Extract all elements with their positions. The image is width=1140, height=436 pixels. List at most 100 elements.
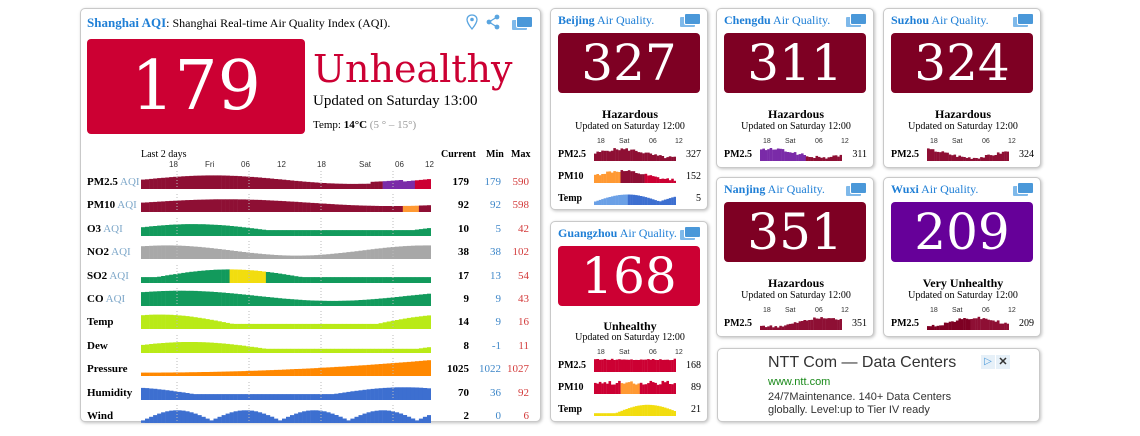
city-aqi-box[interactable]: 209 [891,202,1033,262]
time-tick: 12 [841,307,849,314]
cards-icon[interactable] [845,13,867,28]
cards-icon[interactable] [679,226,701,241]
time-tick: 06 [395,160,404,169]
cards-icon[interactable] [511,16,533,31]
row-label[interactable]: SO2 AQI [87,270,129,282]
trend-chart[interactable] [141,288,431,306]
share-icon[interactable] [486,14,500,35]
city-updated: Updated on Saturday 12:00 [908,121,1018,132]
col-current: Current [441,149,476,160]
trend-chart[interactable] [141,241,431,260]
city-row-label: PM10 [558,382,584,393]
city-title[interactable]: Wuxi Air Quality. [891,182,978,197]
time-tick: 18 [763,138,771,145]
trend-chart[interactable] [141,194,431,213]
row-aqi-suffix: AQI [101,222,123,235]
row-max: 6 [523,410,530,422]
time-tick: 12 [1008,138,1016,145]
trend-chart[interactable] [141,217,431,236]
row-name: Dew [87,339,108,352]
trend-chart[interactable] [141,334,431,353]
trend-chart[interactable] [141,405,431,423]
city-card-beijing[interactable]: Beijing Air Quality. 327 Hazardous Updated … [550,8,708,210]
row-max: 16 [518,316,529,329]
city-trend-chart[interactable] [927,146,1009,161]
trend-chart[interactable] [141,264,431,283]
row-name: Wind [87,410,114,422]
row-name: Pressure [87,363,128,376]
city-aqi-box[interactable]: 351 [724,202,866,262]
status-text: Unhealthy [313,47,513,91]
city-trend-chart[interactable] [594,190,676,205]
cards-icon[interactable] [679,13,701,28]
row-label[interactable]: Humidity [87,387,132,399]
city-aqi-box[interactable]: 327 [558,33,700,93]
city-title[interactable]: Beijing Air Quality. [558,13,654,28]
city-title[interactable]: Suzhou Air Quality. [891,13,989,28]
aqi-value: 179 [131,47,261,126]
row-current: 70 [458,386,469,399]
row-label[interactable]: CO AQI [87,293,125,305]
row-label[interactable]: O3 AQI [87,223,123,235]
row-current: 179 [452,176,470,188]
row-label[interactable]: PM10 AQI [87,199,137,211]
city-trend-chart[interactable] [594,357,676,372]
trend-chart[interactable] [141,311,431,330]
cards-icon[interactable] [845,182,867,197]
ad-title[interactable]: NTT Com — Data Centers [768,354,957,371]
aqi-value-box[interactable]: 179 [87,39,305,134]
city-aqi-box[interactable]: 324 [891,33,1033,93]
city-card-nanjing[interactable]: Nanjing Air Quality. 351 Hazardous Updated … [716,177,874,337]
city-updated: Updated on Saturday 12:00 [908,290,1018,301]
city-aqi-box[interactable]: 311 [724,33,866,93]
city-card-guangzhou[interactable]: Guangzhou Air Quality. 168 Unhealthy Update… [550,221,708,422]
trend-chart[interactable] [141,358,431,377]
row-label[interactable]: Dew [87,340,108,352]
time-tick: Sat [619,349,630,356]
city-trend-chart[interactable] [594,379,676,394]
time-tick: Sat [952,138,963,145]
row-aqi-suffix: AQI [109,246,131,259]
time-tick: 12 [841,138,849,145]
city-row-value: 89 [691,382,701,393]
city-title[interactable]: Nanjing Air Quality. [724,182,825,197]
city-row-label: PM2.5 [558,149,587,160]
ad-choices-icon[interactable]: ▷ [981,355,995,369]
city-card-suzhou[interactable]: Suzhou Air Quality. 324 Hazardous Updated o… [883,8,1041,168]
trend-chart[interactable] [141,171,431,189]
cards-icon[interactable] [1012,13,1034,28]
city-trend-chart[interactable] [594,168,676,183]
time-tick: 06 [982,307,990,314]
city-card-wuxi[interactable]: Wuxi Air Quality. 209 Very Unhealthy Update… [883,177,1041,337]
ad-url[interactable]: www.ntt.com [768,376,831,388]
time-tick: 12 [1008,307,1016,314]
city-card-chengdu[interactable]: Chengdu Air Quality. 311 Hazardous Updated … [716,8,874,168]
city-trend-chart[interactable] [927,315,1009,330]
row-aqi-suffix: AQI [117,176,140,188]
row-label[interactable]: Pressure [87,363,128,375]
ad-card[interactable]: NTT Com — Data Centers ▷ ✕ www.ntt.com 2… [717,348,1040,422]
row-label[interactable]: Wind [87,410,113,422]
city-aqi-box[interactable]: 168 [558,246,700,306]
row-name: NO2 [87,246,109,259]
history-label: Last 2 days [141,149,187,160]
city-trend-chart[interactable] [594,401,676,416]
trend-chart[interactable] [141,381,431,400]
row-label[interactable]: NO2 AQI [87,246,131,258]
close-icon[interactable]: ✕ [996,355,1010,369]
row-min: 179 [484,176,502,188]
time-tick: 18 [597,349,605,356]
time-tick: 12 [425,160,434,169]
city-trend-chart[interactable] [760,315,842,330]
city-title[interactable]: Chengdu Air Quality. [724,13,830,28]
city-trend-chart[interactable] [760,146,842,161]
cards-icon[interactable] [1012,182,1034,197]
city-title[interactable]: Guangzhou Air Quality. [558,226,677,241]
row-label[interactable]: PM2.5 AQI [87,176,140,188]
city-link[interactable]: Shanghai AQI [87,15,167,30]
city-row-label: PM2.5 [558,360,587,371]
location-pin-icon[interactable] [466,14,478,35]
row-label[interactable]: Temp [87,316,114,328]
city-trend-chart[interactable] [594,146,676,161]
time-tick: 18 [763,307,771,314]
